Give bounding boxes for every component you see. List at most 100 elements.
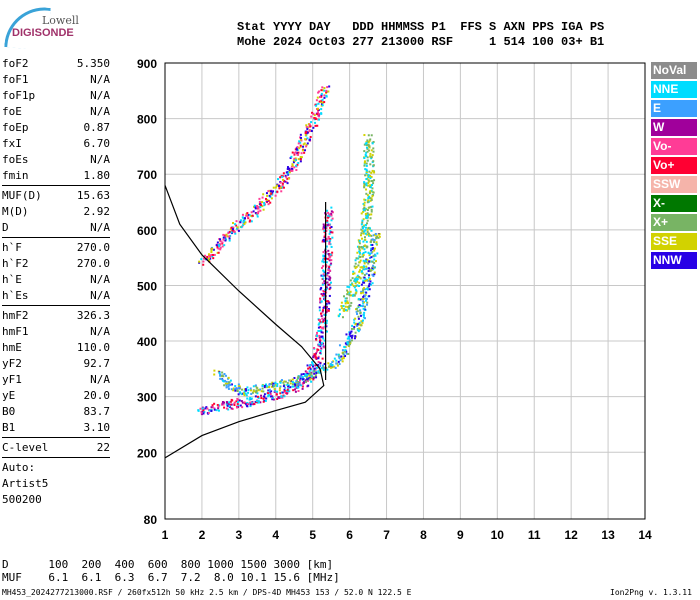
echo-point bbox=[364, 238, 367, 241]
echo-point bbox=[326, 368, 329, 371]
echo-point bbox=[377, 236, 380, 239]
echo-point bbox=[352, 284, 355, 287]
echo-point bbox=[359, 234, 362, 237]
x-tick-label: 11 bbox=[528, 528, 541, 542]
echo-point bbox=[216, 251, 219, 254]
echo-point bbox=[314, 355, 317, 358]
echo-point bbox=[371, 187, 374, 190]
echo-point bbox=[370, 134, 373, 137]
echo-point bbox=[321, 310, 324, 313]
echo-point bbox=[328, 215, 331, 218]
echo-point bbox=[320, 300, 323, 303]
echo-point bbox=[360, 246, 363, 249]
param-name: D bbox=[2, 221, 9, 234]
echo-point bbox=[341, 360, 344, 363]
param-value: N/A bbox=[90, 221, 110, 234]
echo-point bbox=[245, 213, 248, 216]
echo-point bbox=[361, 237, 364, 240]
echo-point bbox=[311, 361, 314, 364]
echo-point bbox=[353, 326, 356, 329]
echo-point bbox=[263, 386, 266, 389]
echo-point bbox=[260, 394, 263, 397]
echo-point bbox=[374, 232, 377, 235]
echo-point bbox=[356, 245, 359, 248]
muf-table: D 100 200 400 600 800 1000 1500 3000 [km… bbox=[2, 558, 340, 584]
echo-point bbox=[376, 252, 379, 255]
echo-point bbox=[322, 292, 325, 295]
echo-point bbox=[361, 255, 364, 258]
echo-point bbox=[328, 288, 331, 291]
echo-point bbox=[345, 333, 348, 336]
echo-point bbox=[321, 283, 324, 286]
echo-point bbox=[306, 126, 309, 129]
echo-point bbox=[321, 89, 324, 92]
echo-point bbox=[357, 305, 360, 308]
echo-point bbox=[373, 273, 376, 276]
echo-point bbox=[364, 207, 367, 210]
echo-point bbox=[368, 170, 371, 173]
echo-point bbox=[256, 395, 259, 398]
echo-point bbox=[308, 129, 311, 132]
echo-point bbox=[211, 253, 214, 256]
echo-point bbox=[373, 171, 376, 174]
legend-item-e: E bbox=[651, 100, 697, 117]
echo-point bbox=[363, 184, 366, 187]
echo-point bbox=[216, 241, 219, 244]
echo-point bbox=[263, 396, 266, 399]
echo-point bbox=[354, 322, 357, 325]
echo-point bbox=[363, 224, 366, 227]
echo-point bbox=[291, 151, 294, 154]
echo-point bbox=[313, 367, 316, 370]
echo-point bbox=[255, 400, 258, 403]
echo-point bbox=[322, 269, 325, 272]
echo-point bbox=[330, 225, 333, 228]
echo-point bbox=[338, 356, 341, 359]
echo-point bbox=[322, 368, 325, 371]
echo-point bbox=[365, 216, 368, 219]
echo-point bbox=[369, 199, 372, 202]
echo-point bbox=[221, 401, 224, 404]
echo-point bbox=[358, 327, 361, 330]
echo-point bbox=[301, 376, 304, 379]
echo-point bbox=[370, 180, 373, 183]
echo-point bbox=[367, 276, 370, 279]
echo-point bbox=[357, 264, 360, 267]
echo-point bbox=[256, 206, 259, 209]
echo-point bbox=[340, 304, 343, 307]
echo-point bbox=[369, 252, 372, 255]
echo-point bbox=[233, 403, 236, 406]
echo-point bbox=[249, 389, 252, 392]
echo-point bbox=[322, 223, 325, 226]
divider bbox=[2, 185, 110, 186]
echo-point bbox=[241, 406, 244, 409]
echo-point bbox=[367, 232, 370, 235]
echo-point bbox=[236, 397, 239, 400]
echo-point bbox=[318, 334, 321, 337]
echo-point bbox=[354, 267, 357, 270]
echo-point bbox=[322, 326, 325, 329]
echo-point bbox=[230, 383, 233, 386]
echo-point bbox=[222, 236, 225, 239]
echo-point bbox=[279, 385, 282, 388]
echo-point bbox=[282, 381, 285, 384]
echo-point bbox=[365, 298, 368, 301]
echo-point bbox=[258, 197, 261, 200]
echo-point bbox=[282, 186, 285, 189]
echo-point bbox=[269, 196, 272, 199]
echo-point bbox=[225, 403, 228, 406]
parameter-panel: foF2 5.350 foF1 N/A foF1p N/A foE N/A foEp 0.87 fx… bbox=[2, 56, 110, 508]
echo-point bbox=[352, 327, 355, 330]
echo-point bbox=[370, 234, 373, 237]
echo-point bbox=[328, 256, 331, 259]
echo-point bbox=[236, 387, 239, 390]
echo-point bbox=[280, 190, 283, 193]
echo-point bbox=[372, 264, 375, 267]
echo-point bbox=[209, 257, 212, 260]
echo-point bbox=[299, 375, 302, 378]
param-value: N/A bbox=[90, 89, 110, 102]
echo-point bbox=[228, 401, 231, 404]
digisonde-logo: Lowell DIGISONDE bbox=[4, 4, 79, 51]
echo-point bbox=[323, 322, 326, 325]
echo-point bbox=[226, 382, 229, 385]
echo-point bbox=[301, 382, 304, 385]
